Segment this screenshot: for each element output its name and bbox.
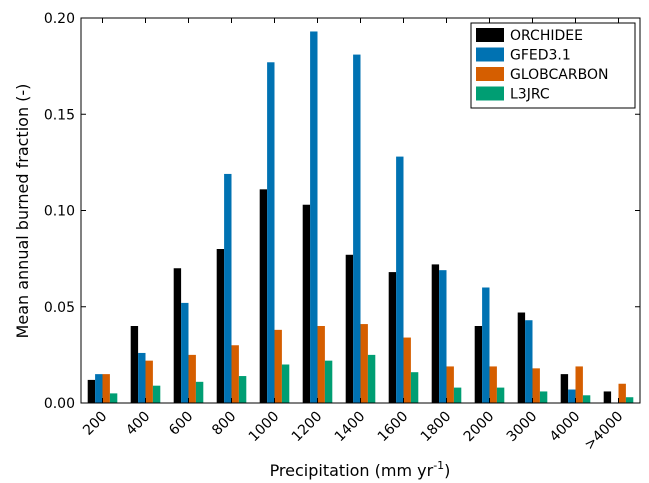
bar-l3jrc-4 xyxy=(238,376,247,403)
x-axis-label: Precipitation (mm yr-1) xyxy=(270,459,451,480)
x-axis-label-main: Precipitation (mm yr xyxy=(270,461,434,480)
bar-globcarbon-8 xyxy=(403,337,411,403)
x-tick-label: 1600 xyxy=(375,409,412,446)
x-tick-label: 4000 xyxy=(547,409,584,446)
bar-globcarbon-5 xyxy=(274,329,282,403)
bar-l3jrc-2 xyxy=(152,385,161,403)
bar-globcarbon-4 xyxy=(231,345,239,403)
y-tick-label: 0.05 xyxy=(44,300,75,316)
legend-label: GLOBCARBON xyxy=(510,67,608,83)
legend-label: GFED3.1 xyxy=(510,48,571,64)
y-tick-label: 0.00 xyxy=(44,396,75,412)
bar-gfed31-11 xyxy=(525,320,533,403)
x-tick-label: 800 xyxy=(209,409,239,439)
bar-l3jrc-11 xyxy=(539,391,548,403)
bar-gfed31-7 xyxy=(353,54,361,403)
bar-orchidee-5 xyxy=(259,189,268,403)
bar-gfed31-6 xyxy=(310,31,318,403)
bar-globcarbon-6 xyxy=(317,326,325,403)
y-axis: 0.00 0.05 0.10 0.15 0.20 xyxy=(44,11,640,412)
legend-swatch xyxy=(476,28,504,42)
bar-l3jrc-12 xyxy=(582,395,591,403)
bar-gfed31-1 xyxy=(95,374,103,404)
x-tick-label: 3000 xyxy=(504,409,541,446)
bar-globcarbon-9 xyxy=(446,366,454,403)
bar-orchidee-9 xyxy=(431,264,440,403)
x-tick-label: >4000 xyxy=(582,409,627,454)
bar-l3jrc-9 xyxy=(453,387,462,403)
bar-l3jrc-8 xyxy=(410,372,419,403)
bar-group xyxy=(87,31,634,404)
bar-globcarbon-3 xyxy=(188,354,196,404)
bar-orchidee-1 xyxy=(87,379,96,403)
legend: ORCHIDEE GFED3.1 GLOBCARBON L3JRC xyxy=(470,22,636,109)
y-axis-label: Mean annual burned fraction (-) xyxy=(13,84,32,339)
x-axis-label-end: ) xyxy=(444,461,450,480)
bar-orchidee-4 xyxy=(216,249,225,403)
bar-globcarbon-11 xyxy=(532,368,540,403)
bar-globcarbon-7 xyxy=(360,324,368,403)
bar-gfed31-8 xyxy=(396,156,404,403)
x-tick-label: 2000 xyxy=(461,409,498,446)
bar-l3jrc-5 xyxy=(281,364,290,403)
bar-orchidee-11 xyxy=(517,312,526,403)
x-tick-label: 200 xyxy=(80,409,110,439)
bar-orchidee-8 xyxy=(388,272,397,403)
bar-l3jrc-3 xyxy=(195,381,204,403)
legend-swatch xyxy=(476,67,504,81)
legend-items: ORCHIDEE GFED3.1 GLOBCARBON L3JRC xyxy=(476,28,608,103)
bar-globcarbon-1 xyxy=(102,374,110,404)
x-axis-label-superscript: -1 xyxy=(433,459,444,472)
bar-gfed31-4 xyxy=(224,173,232,403)
bar-orchidee-13 xyxy=(603,391,612,403)
bar-globcarbon-13 xyxy=(618,383,626,403)
x-tick-label: 1800 xyxy=(418,409,455,446)
bar-orchidee-12 xyxy=(560,374,569,404)
y-tick-label: 0.10 xyxy=(44,204,75,220)
bar-gfed31-9 xyxy=(439,270,447,403)
legend-swatch xyxy=(476,47,504,62)
legend-label: L3JRC xyxy=(510,87,550,103)
bar-orchidee-6 xyxy=(302,204,311,403)
bar-l3jrc-7 xyxy=(367,354,376,404)
bar-gfed31-3 xyxy=(181,302,189,403)
bar-l3jrc-13 xyxy=(625,397,634,403)
bar-globcarbon-10 xyxy=(489,366,497,403)
x-tick-label: 1000 xyxy=(246,409,283,446)
y-tick-label: 0.20 xyxy=(44,11,75,27)
x-tick-label: 600 xyxy=(166,409,196,439)
bar-orchidee-10 xyxy=(474,326,483,403)
bar-orchidee-2 xyxy=(130,326,139,403)
bar-gfed31-10 xyxy=(482,287,490,403)
bar-gfed31-12 xyxy=(568,389,576,403)
bar-l3jrc-6 xyxy=(324,360,333,403)
bar-orchidee-3 xyxy=(173,268,182,403)
bar-gfed31-2 xyxy=(138,352,146,403)
bar-l3jrc-10 xyxy=(496,387,505,403)
legend-label: ORCHIDEE xyxy=(510,28,583,44)
legend-swatch xyxy=(476,86,504,101)
x-tick-label: 400 xyxy=(123,409,153,439)
y-tick-label: 0.15 xyxy=(44,107,75,123)
x-tick-label: 1200 xyxy=(289,409,326,446)
bar-globcarbon-12 xyxy=(575,366,583,403)
bar-orchidee-7 xyxy=(345,254,354,403)
bar-globcarbon-2 xyxy=(145,360,153,403)
x-tick-label: 1400 xyxy=(332,409,369,446)
bar-l3jrc-1 xyxy=(109,393,118,404)
bar-gfed31-5 xyxy=(267,62,275,403)
